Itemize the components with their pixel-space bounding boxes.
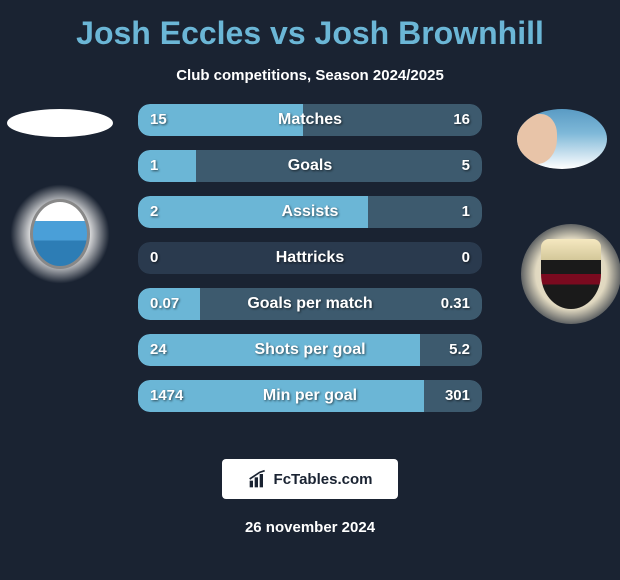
stat-value-right: 301 <box>445 380 470 412</box>
stat-value-right: 16 <box>453 104 470 136</box>
stat-label: Goals <box>138 150 482 182</box>
stats-content: 15 Matches 16 1 Goals 5 2 Assists 1 <box>0 104 620 444</box>
chart-icon <box>248 469 268 489</box>
stat-label: Shots per goal <box>138 334 482 366</box>
comparison-card: Josh Eccles vs Josh Brownhill Club compe… <box>0 0 620 580</box>
stat-row-mpg: 1474 Min per goal 301 <box>138 380 482 412</box>
date-label: 26 november 2024 <box>0 519 620 536</box>
player-right-avatar <box>517 109 607 169</box>
stat-label: Matches <box>138 104 482 136</box>
stat-rows-container: 15 Matches 16 1 Goals 5 2 Assists 1 <box>138 104 482 426</box>
stat-label: Assists <box>138 196 482 228</box>
stat-row-gpm: 0.07 Goals per match 0.31 <box>138 288 482 320</box>
stat-row-matches: 15 Matches 16 <box>138 104 482 136</box>
stat-row-goals: 1 Goals 5 <box>138 150 482 182</box>
brand-text: FcTables.com <box>274 471 373 488</box>
stat-row-spg: 24 Shots per goal 5.2 <box>138 334 482 366</box>
page-subtitle: Club competitions, Season 2024/2025 <box>0 67 620 84</box>
stat-label: Goals per match <box>138 288 482 320</box>
stat-row-hattricks: 0 Hattricks 0 <box>138 242 482 274</box>
stat-value-right: 5 <box>462 150 470 182</box>
page-title: Josh Eccles vs Josh Brownhill <box>0 15 620 52</box>
club-right-badge <box>521 224 620 324</box>
stat-row-assists: 2 Assists 1 <box>138 196 482 228</box>
stat-value-right: 5.2 <box>449 334 470 366</box>
branding-badge: FcTables.com <box>222 459 398 499</box>
stat-value-right: 0.31 <box>441 288 470 320</box>
club-left-badge <box>10 184 110 284</box>
player-left-avatar <box>7 109 113 137</box>
stat-value-right: 0 <box>462 242 470 274</box>
stat-label: Min per goal <box>138 380 482 412</box>
stat-value-right: 1 <box>462 196 470 228</box>
stat-label: Hattricks <box>138 242 482 274</box>
